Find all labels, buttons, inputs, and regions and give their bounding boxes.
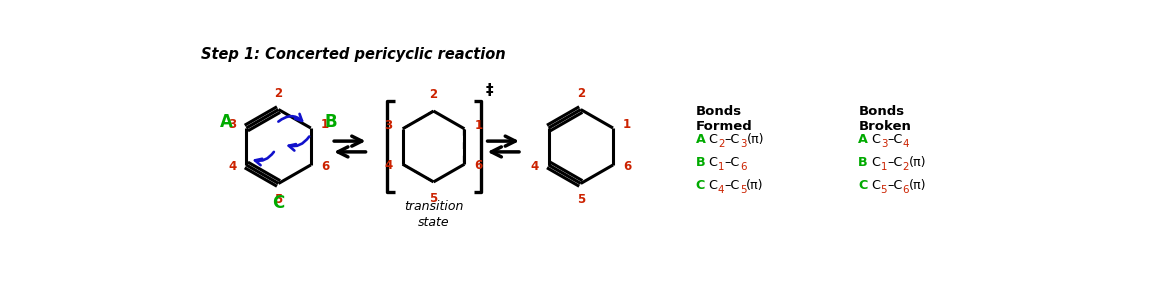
Text: C: C (705, 133, 718, 146)
Text: –C: –C (725, 156, 740, 169)
Text: C: C (859, 179, 868, 192)
Text: 6: 6 (903, 185, 909, 195)
Text: (π): (π) (909, 179, 926, 192)
Text: C: C (705, 156, 718, 169)
Text: 3: 3 (228, 118, 236, 131)
Text: 1: 1 (474, 119, 482, 132)
Text: 2: 2 (430, 88, 438, 101)
Text: 1: 1 (321, 118, 329, 131)
Text: C: C (705, 179, 718, 192)
Text: B: B (859, 156, 868, 169)
Text: ‡: ‡ (486, 83, 494, 98)
Text: 2: 2 (903, 162, 909, 172)
Text: 6: 6 (623, 160, 631, 173)
Text: B: B (696, 156, 705, 169)
Text: –C: –C (887, 179, 903, 192)
Text: 5: 5 (274, 193, 282, 206)
Text: Bonds
Formed: Bonds Formed (696, 105, 752, 133)
Text: 5: 5 (430, 192, 438, 205)
Text: C: C (868, 179, 881, 192)
Text: 5: 5 (740, 185, 746, 195)
Text: C: C (272, 195, 285, 212)
Text: A: A (859, 133, 868, 146)
Text: transition
state: transition state (404, 201, 464, 229)
Text: A: A (696, 133, 705, 146)
Text: 5: 5 (881, 185, 887, 195)
Text: 4: 4 (718, 185, 724, 195)
Text: 3: 3 (881, 139, 888, 149)
Text: (π): (π) (746, 179, 763, 192)
Text: 4: 4 (903, 139, 910, 149)
Text: 6: 6 (740, 162, 746, 172)
Text: (π): (π) (747, 133, 765, 146)
Text: –C: –C (888, 133, 903, 146)
Text: A: A (220, 113, 232, 131)
Text: 4: 4 (228, 160, 236, 173)
Text: –C: –C (724, 179, 740, 192)
Text: 1: 1 (718, 162, 725, 172)
Text: 4: 4 (385, 159, 393, 172)
Text: 3: 3 (740, 139, 747, 149)
Text: (π): (π) (909, 156, 926, 169)
Text: B: B (324, 113, 337, 131)
Text: Bonds
Broken: Bonds Broken (859, 105, 911, 133)
Text: 2: 2 (576, 87, 584, 99)
Text: 2: 2 (274, 87, 282, 99)
Text: 6: 6 (474, 159, 482, 172)
Text: 1: 1 (623, 118, 631, 131)
Text: 6: 6 (321, 160, 329, 173)
Text: 4: 4 (530, 160, 538, 173)
Text: 2: 2 (718, 139, 725, 149)
Text: Step 1: Concerted pericyclic reaction: Step 1: Concerted pericyclic reaction (201, 47, 505, 62)
Text: 1: 1 (881, 162, 888, 172)
Text: –C: –C (725, 133, 740, 146)
Text: C: C (696, 179, 705, 192)
Text: –C: –C (888, 156, 903, 169)
Text: 5: 5 (576, 193, 584, 206)
Text: C: C (868, 156, 881, 169)
Text: C: C (868, 133, 881, 146)
Text: 3: 3 (385, 119, 393, 132)
